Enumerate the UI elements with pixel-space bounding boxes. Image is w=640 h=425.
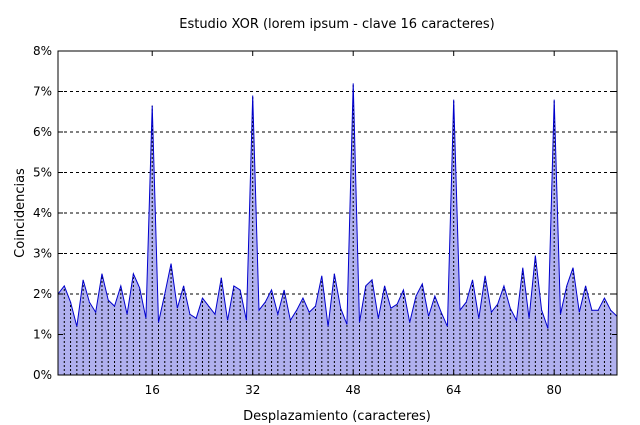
y-tick-label: 4% (33, 206, 52, 220)
y-axis-ticks: 0% 1% 2% 3% 4% 5% 6% 7% 8% (33, 44, 617, 382)
series-area-fill (58, 83, 617, 376)
y-tick-label: 2% (33, 287, 52, 301)
y-axis-label: Coincidencias (13, 168, 28, 258)
x-axis-ticks: 16 32 48 64 80 (145, 51, 562, 397)
y-tick-label: 5% (33, 166, 52, 180)
y-tick-label: 3% (33, 247, 52, 261)
x-tick-label: 64 (446, 383, 461, 397)
y-tick-label: 8% (33, 44, 52, 58)
y-tick-label: 7% (33, 85, 52, 99)
x-axis-label: Desplazamiento (caracteres) (243, 409, 431, 424)
x-tick-label: 48 (346, 383, 361, 397)
x-tick-label: 80 (547, 383, 562, 397)
plot-area (57, 83, 618, 376)
x-tick-label: 32 (245, 383, 260, 397)
chart-title: Estudio XOR (lorem ipsum - clave 16 cara… (179, 17, 495, 32)
x-tick-label: 16 (145, 383, 160, 397)
y-tick-label: 6% (33, 125, 52, 139)
y-tick-label: 1% (33, 328, 52, 342)
y-tick-label: 0% (33, 368, 52, 382)
series-line (57, 83, 618, 329)
